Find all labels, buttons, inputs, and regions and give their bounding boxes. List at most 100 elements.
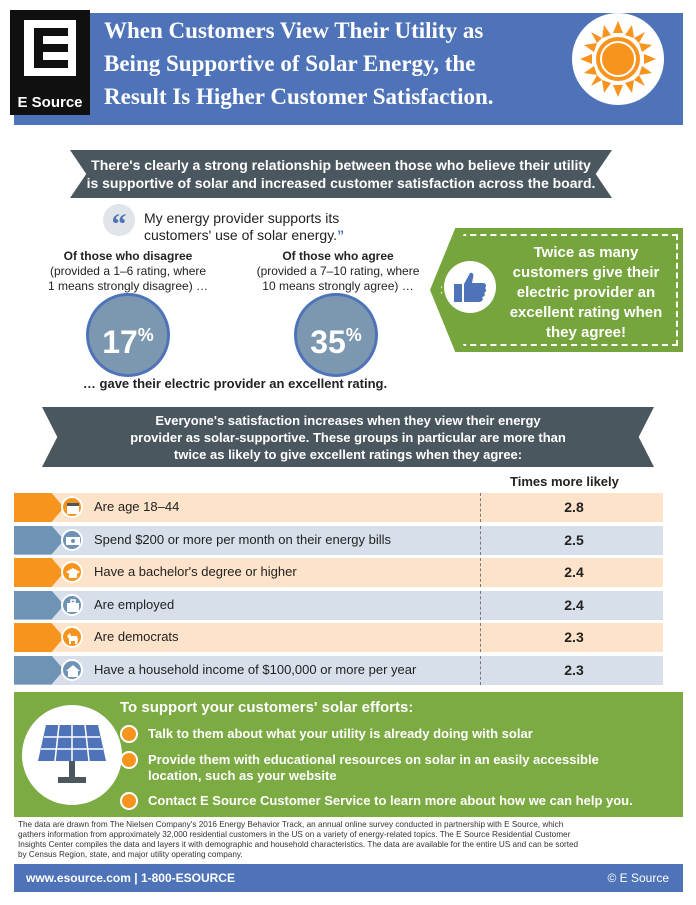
row-label: Are age 18–44: [94, 499, 180, 514]
sun-bullet-icon: [120, 751, 138, 769]
statement-line-2: customers' use of solar energy.: [144, 227, 338, 243]
agree-subtext-1: (provided a 7–10 rating, where: [256, 264, 420, 278]
disagree-subtext-2: 1 means strongly disagree) …: [47, 279, 209, 293]
survey-statement: My energy provider supports its customer…: [144, 210, 374, 244]
solar-panel-icon: [38, 724, 106, 783]
solar-panel-badge: [22, 705, 122, 805]
sun-bullet-icon: [120, 725, 138, 743]
row-label: Are democrats: [94, 629, 179, 644]
bullet-text: Provide them with educational resources …: [148, 752, 668, 784]
percent-sign: %: [137, 325, 154, 345]
quote-icon: “: [103, 204, 135, 241]
footnote-line-1: The data are drawn from The Nielsen Comp…: [18, 820, 564, 829]
bullet-text-line-2: location, such as your website: [148, 768, 337, 783]
footer-contact[interactable]: www.esource.com | 1-800-ESOURCE: [26, 871, 235, 885]
row-divider: [480, 655, 481, 685]
graduation-cap-icon: [66, 568, 80, 578]
row-stripe: [14, 655, 663, 685]
table-row: Are democrats 2.3: [14, 623, 663, 652]
row-icon-badge: [61, 626, 83, 648]
row-icon-badge: [61, 528, 83, 551]
table-row: Are age 18–44 2.8: [14, 493, 663, 522]
thumbs-up-icon: [454, 272, 487, 302]
groups-banner-line-2: provider as solar-supportive. These grou…: [130, 430, 566, 445]
banner-line-2: is supportive of solar and increased cus…: [86, 175, 596, 191]
groups-banner: Everyone's satisfaction increases when t…: [42, 407, 654, 467]
disagree-heading: Of those who disagree: [63, 249, 193, 263]
agree-percentage: 35%: [294, 293, 378, 377]
row-icon-badge: [61, 658, 83, 681]
disagree-column-header: Of those who disagree (provided a 1–6 ra…: [42, 249, 214, 294]
donkey-icon: [67, 633, 78, 644]
bullet-text-line-1: Provide them with educational resources …: [148, 752, 599, 767]
row-stripe: [14, 525, 663, 555]
sun-badge: [572, 13, 664, 105]
relationship-banner: There's clearly a strong relationship be…: [70, 150, 612, 198]
percent-sign: %: [345, 325, 362, 345]
calendar-icon: [67, 503, 79, 514]
groups-banner-line-1: Everyone's satisfaction increases when t…: [155, 413, 541, 428]
sun-bullet-icon: [120, 792, 138, 810]
row-label: Have a household income of $100,000 or m…: [94, 661, 417, 677]
callout-line-4: excellent rating when: [509, 304, 663, 321]
footnote-line-4: by Census Region, state, and major utili…: [18, 850, 243, 859]
times-more-likely-header: Times more likely: [510, 474, 619, 489]
callout-text: Twice as many customers give their elect…: [500, 243, 672, 343]
row-value: 2.5: [564, 531, 584, 548]
footer-copyright: © E Source: [607, 871, 669, 885]
callout-line-1: Twice as many: [533, 244, 639, 261]
row-label: Have a bachelor's degree or higher: [94, 564, 297, 579]
callout-line-2: customers give their: [512, 264, 660, 281]
agree-value: 35: [310, 324, 346, 360]
banner-line-1: There's clearly a strong relationship be…: [91, 157, 591, 173]
row-divider: [480, 623, 481, 652]
row-divider: [480, 590, 481, 620]
table-row: Have a bachelor's degree or higher 2.4: [14, 558, 663, 587]
close-quote-icon: ”: [337, 227, 345, 243]
footer-bar: www.esource.com | 1-800-ESOURCE © E Sour…: [14, 864, 683, 892]
title-line-2: Being Supportive of Solar Energy, the: [104, 51, 476, 76]
disagree-percentage: 17%: [86, 293, 170, 377]
header-banner: [14, 13, 683, 125]
bullet-text: Talk to them about what your utility is …: [148, 726, 533, 741]
callout-border: [440, 234, 678, 346]
row-divider: [480, 493, 481, 522]
row-stripe: [14, 623, 663, 652]
row-label: Are employed: [94, 596, 175, 612]
title-line-1: When Customers View Their Utility as: [104, 18, 484, 43]
house-icon: [66, 664, 80, 677]
callout-line-3: electric provider an: [516, 284, 656, 301]
title-line-3: Result Is Higher Customer Satisfaction.: [104, 84, 494, 109]
page-title: When Customers View Their Utility as Bei…: [104, 14, 554, 113]
support-title: To support your customers' solar efforts…: [120, 699, 414, 716]
row-divider: [480, 558, 481, 587]
row-value: 2.3: [564, 661, 584, 678]
row-stripe: [14, 558, 663, 587]
row-label: Spend $200 or more per month on their en…: [94, 531, 392, 547]
table-row: Are employed 2.4: [14, 590, 663, 620]
data-source-footnote: The data are drawn from The Nielsen Comp…: [18, 820, 678, 860]
sun-icon: [580, 21, 656, 97]
row-divider: [480, 525, 481, 555]
money-icon: [66, 536, 80, 545]
row-value: 2.4: [564, 596, 584, 613]
table-row: Spend $200 or more per month on their en…: [14, 525, 663, 555]
groups-banner-line-3: twice as likely to give excellent rating…: [173, 447, 523, 462]
e-source-logo: E Source: [10, 10, 90, 115]
e-logo-mark-icon: [24, 20, 76, 76]
row-icon-badge: [61, 593, 83, 616]
agree-column-header: Of those who agree (provided a 7–10 rati…: [253, 249, 423, 294]
briefcase-icon: [67, 598, 79, 612]
agree-subtext-2: 10 means strongly agree) …: [262, 279, 414, 293]
excellent-rating-caption: … gave their electric provider an excell…: [82, 376, 388, 391]
row-stripe: [14, 590, 663, 620]
agree-heading: Of those who agree: [282, 249, 394, 263]
footnote-line-3: Insights Center compiles the data and la…: [18, 840, 579, 849]
row-icon-badge: [61, 561, 83, 583]
footnote-line-2: gathers information from approximately 3…: [18, 830, 571, 839]
bullet-text: Contact E Source Customer Service to lea…: [148, 793, 633, 808]
row-value: 2.8: [564, 499, 584, 515]
table-row: Have a household income of $100,000 or m…: [14, 655, 663, 685]
row-value: 2.4: [564, 564, 584, 580]
logo-text: E Source: [17, 94, 83, 111]
